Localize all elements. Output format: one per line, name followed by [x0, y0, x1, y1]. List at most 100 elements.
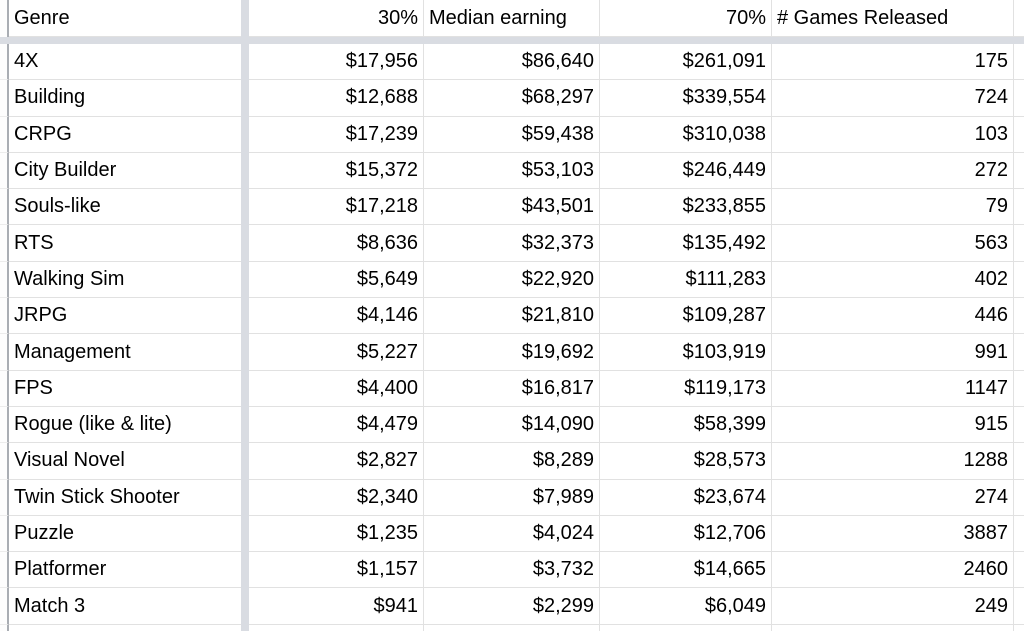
cell-genre[interactable]: 4X — [9, 44, 241, 81]
cell-genre[interactable]: CRPG — [9, 116, 241, 153]
cell-70-percent[interactable]: $109,287 — [600, 298, 772, 335]
cell-genre[interactable]: Walking Sim — [9, 261, 241, 299]
cell-genre[interactable]: City Builder — [9, 152, 241, 190]
cell-70-percent[interactable]: $58,399 — [600, 406, 772, 444]
cell-games-released[interactable]: 3887 — [772, 515, 1014, 553]
cell-30-percent[interactable]: $5,227 — [249, 334, 424, 371]
cell-70-percent[interactable]: $233,855 — [600, 189, 772, 226]
cell-games-released[interactable]: 563 — [772, 225, 1014, 262]
cell-games-released[interactable]: 991 — [772, 334, 1014, 371]
cell-genre[interactable]: Souls-like — [9, 189, 241, 226]
cell-70-percent[interactable]: $339,554 — [600, 80, 772, 117]
partial-row-strip — [0, 624, 9, 631]
cell-30-percent[interactable]: $1,157 — [249, 552, 424, 589]
cell-games-released[interactable]: 272 — [772, 152, 1014, 190]
partial-column-strip — [1014, 261, 1024, 299]
row-header-strip — [0, 116, 9, 153]
cell-median-earning[interactable]: $86,640 — [424, 44, 600, 81]
partial-column-strip — [1014, 298, 1024, 335]
row-header-strip — [0, 0, 9, 37]
cell-70-percent[interactable]: $119,173 — [600, 370, 772, 407]
cell-median-earning[interactable]: $8,289 — [424, 443, 600, 480]
cell-genre[interactable]: Puzzle — [9, 515, 241, 553]
header-30-percent[interactable]: 30% — [249, 0, 424, 37]
frozen-row-divider[interactable] — [0, 37, 1024, 44]
cell-30-percent[interactable]: $17,218 — [249, 189, 424, 226]
cell-median-earning[interactable]: $53,103 — [424, 152, 600, 190]
partial-row-strip — [600, 624, 772, 631]
cell-70-percent[interactable]: $246,449 — [600, 152, 772, 190]
cell-70-percent[interactable]: $261,091 — [600, 44, 772, 81]
cell-30-percent[interactable]: $2,340 — [249, 479, 424, 516]
header-median-earning[interactable]: Median earning — [424, 0, 600, 37]
partial-column-strip — [1014, 334, 1024, 371]
cell-genre[interactable]: JRPG — [9, 298, 241, 335]
header-70-percent[interactable]: 70% — [600, 0, 772, 37]
header-genre[interactable]: Genre — [9, 0, 241, 37]
cell-games-released[interactable]: 103 — [772, 116, 1014, 153]
cell-70-percent[interactable]: $103,919 — [600, 334, 772, 371]
cell-genre[interactable]: Management — [9, 334, 241, 371]
cell-30-percent[interactable]: $1,235 — [249, 515, 424, 553]
cell-median-earning[interactable]: $7,989 — [424, 479, 600, 516]
cell-30-percent[interactable]: $4,400 — [249, 370, 424, 407]
cell-genre[interactable]: FPS — [9, 370, 241, 407]
cell-genre[interactable]: RTS — [9, 225, 241, 262]
frozen-column-divider[interactable] — [241, 0, 249, 631]
cell-games-released[interactable]: 1288 — [772, 443, 1014, 480]
cell-genre[interactable]: Match 3 — [9, 588, 241, 625]
partial-row-strip — [1014, 624, 1024, 631]
cell-70-percent[interactable]: $310,038 — [600, 116, 772, 153]
cell-30-percent[interactable]: $17,956 — [249, 44, 424, 81]
cell-games-released[interactable]: 915 — [772, 406, 1014, 444]
cell-genre[interactable]: Building — [9, 80, 241, 117]
cell-70-percent[interactable]: $23,674 — [600, 479, 772, 516]
cell-games-released[interactable]: 2460 — [772, 552, 1014, 589]
cell-30-percent[interactable]: $2,827 — [249, 443, 424, 480]
cell-30-percent[interactable]: $17,239 — [249, 116, 424, 153]
cell-games-released[interactable]: 402 — [772, 261, 1014, 299]
cell-70-percent[interactable]: $111,283 — [600, 261, 772, 299]
cell-games-released[interactable]: 175 — [772, 44, 1014, 81]
cell-games-released[interactable]: 79 — [772, 189, 1014, 226]
cell-genre[interactable]: Platformer — [9, 552, 241, 589]
cell-median-earning[interactable]: $14,090 — [424, 406, 600, 444]
cell-70-percent[interactable]: $14,665 — [600, 552, 772, 589]
cell-games-released[interactable]: 249 — [772, 588, 1014, 625]
cell-games-released[interactable]: 446 — [772, 298, 1014, 335]
cell-median-earning[interactable]: $16,817 — [424, 370, 600, 407]
partial-row-strip — [9, 624, 241, 631]
cell-median-earning[interactable]: $4,024 — [424, 515, 600, 553]
cell-median-earning[interactable]: $59,438 — [424, 116, 600, 153]
cell-median-earning[interactable]: $22,920 — [424, 261, 600, 299]
cell-genre[interactable]: Rogue (like & lite) — [9, 406, 241, 444]
cell-genre[interactable]: Twin Stick Shooter — [9, 479, 241, 516]
cell-median-earning[interactable]: $68,297 — [424, 80, 600, 117]
cell-games-released[interactable]: 724 — [772, 80, 1014, 117]
cell-30-percent[interactable]: $4,146 — [249, 298, 424, 335]
cell-70-percent[interactable]: $28,573 — [600, 443, 772, 480]
cell-30-percent[interactable]: $12,688 — [249, 80, 424, 117]
cell-median-earning[interactable]: $43,501 — [424, 189, 600, 226]
cell-median-earning[interactable]: $19,692 — [424, 334, 600, 371]
cell-30-percent[interactable]: $8,636 — [249, 225, 424, 262]
cell-70-percent[interactable]: $12,706 — [600, 515, 772, 553]
cell-median-earning[interactable]: $32,373 — [424, 225, 600, 262]
cell-median-earning[interactable]: $2,299 — [424, 588, 600, 625]
cell-games-released[interactable]: 1147 — [772, 370, 1014, 407]
header-games-released[interactable]: # Games Released — [772, 0, 1014, 37]
cell-genre[interactable]: Visual Novel — [9, 443, 241, 480]
partial-column-strip — [1014, 116, 1024, 153]
partial-column-strip — [1014, 515, 1024, 553]
cell-70-percent[interactable]: $6,049 — [600, 588, 772, 625]
cell-70-percent[interactable]: $135,492 — [600, 225, 772, 262]
cell-median-earning[interactable]: $21,810 — [424, 298, 600, 335]
cell-30-percent[interactable]: $941 — [249, 588, 424, 625]
partial-column-strip — [1014, 406, 1024, 444]
cell-30-percent[interactable]: $5,649 — [249, 261, 424, 299]
cell-games-released[interactable]: 274 — [772, 479, 1014, 516]
cell-30-percent[interactable]: $15,372 — [249, 152, 424, 190]
cell-30-percent[interactable]: $4,479 — [249, 406, 424, 444]
cell-median-earning[interactable]: $3,732 — [424, 552, 600, 589]
